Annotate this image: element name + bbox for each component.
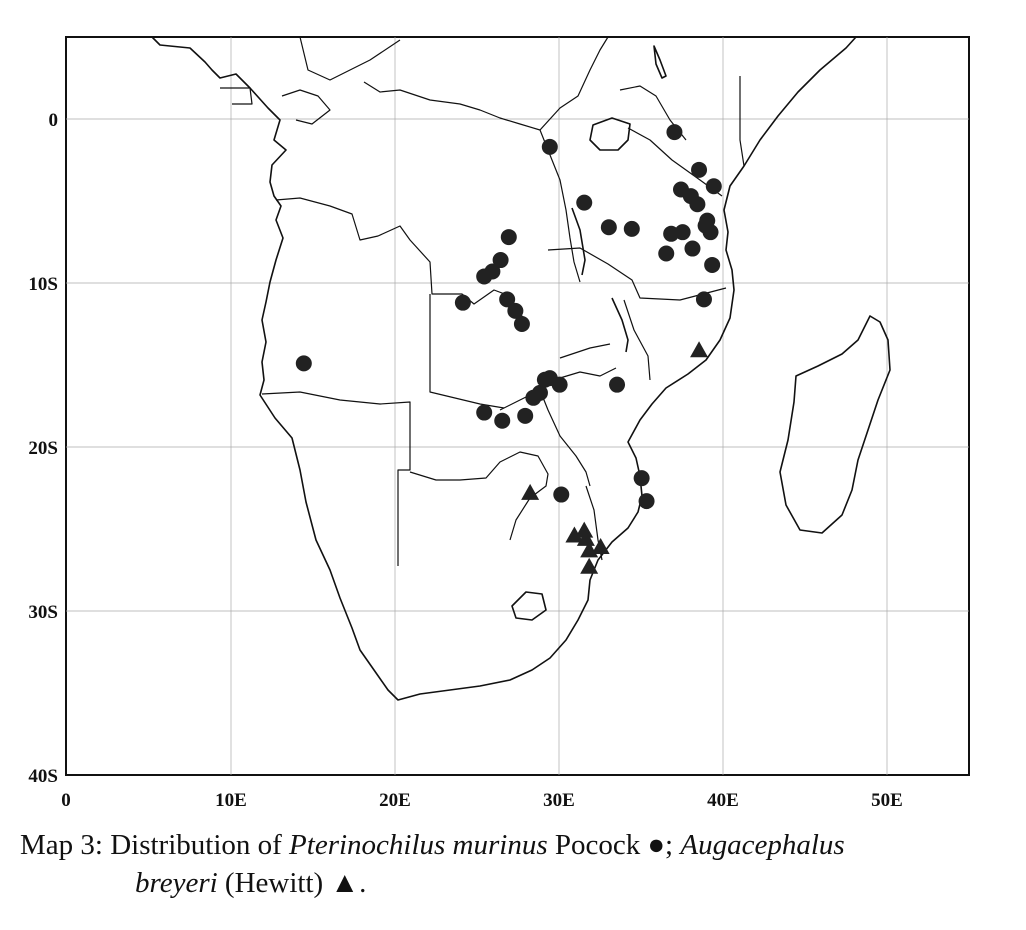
- pterinochilus-record-marker: [699, 212, 716, 229]
- pterinochilus-record-marker: [638, 493, 655, 510]
- pterinochilus-record-marker: [541, 138, 558, 155]
- augacephalus-record-marker: [690, 341, 709, 358]
- distribution-map: 0 10E 20E 30E 40E 50E 0 10S 20S 30S 40S: [28, 36, 970, 811]
- pterinochilus-record-marker: [551, 376, 568, 393]
- x-tick-labels: 0 10E 20E 30E 40E 50E: [61, 790, 903, 811]
- y-tick-labels: 0 10S 20S 30S 40S: [28, 110, 58, 787]
- y-tick-label: 30S: [28, 602, 58, 623]
- y-tick-label: 40S: [28, 766, 58, 787]
- y-tick-label: 20S: [28, 438, 58, 459]
- x-tick-label: 50E: [871, 790, 903, 811]
- madagascar: [779, 315, 891, 534]
- caption-end: .: [359, 867, 367, 899]
- circle-symbol: ●: [647, 829, 666, 861]
- species-1-author: Pocock: [547, 829, 648, 861]
- pterinochilus-record-marker: [600, 219, 617, 236]
- pterinochilus-record-marker: [492, 252, 509, 269]
- y-tick-label: 0: [49, 110, 59, 131]
- pterinochilus-record-marker: [689, 196, 706, 213]
- x-tick-label: 30E: [543, 790, 575, 811]
- graticule: [66, 37, 969, 775]
- augacephalus-record-marker: [591, 538, 610, 555]
- pterinochilus-record-marker: [684, 240, 701, 257]
- pterinochilus-record-marker: [658, 245, 675, 262]
- pterinochilus-record-marker: [513, 316, 530, 332]
- augacephalus-record-marker: [565, 526, 584, 543]
- species-2-epithet: breyeri: [135, 867, 218, 899]
- pterinochilus-record-marker: [609, 376, 626, 393]
- pterinochilus-record-marker: [695, 291, 712, 308]
- lake-victoria: [589, 117, 631, 151]
- pterinochilus-record-marker: [500, 229, 517, 246]
- pterinochilus-record-marker: [531, 384, 548, 401]
- pterinochilus-record-marker: [507, 302, 524, 319]
- x-tick-label: 10E: [215, 790, 247, 811]
- lake-tanganyika: [571, 207, 586, 276]
- pterinochilus-record-marker: [666, 124, 683, 141]
- caption-separator: ;: [665, 829, 681, 861]
- africa-coastline: [151, 36, 857, 701]
- triangle-symbol: ▲: [330, 867, 360, 899]
- pterinochilus-record-marker: [494, 412, 511, 429]
- x-tick-label: 20E: [379, 790, 411, 811]
- lake-malawi: [611, 297, 629, 353]
- record-markers: [295, 124, 722, 574]
- x-tick-label: 0: [61, 790, 71, 811]
- augacephalus-record-marker: [521, 483, 540, 500]
- augacephalus-record-marker: [575, 521, 594, 538]
- pterinochilus-record-marker: [536, 371, 553, 388]
- pterinochilus-record-marker: [517, 407, 534, 424]
- pterinochilus-record-marker: [484, 263, 501, 280]
- pterinochilus-record-marker: [295, 355, 312, 372]
- land-outlines: [151, 36, 891, 701]
- pterinochilus-record-marker: [454, 294, 471, 311]
- species-2-author: (Hewitt): [217, 867, 331, 899]
- pterinochilus-record-marker: [623, 220, 640, 237]
- pterinochilus-record-marker: [704, 256, 721, 273]
- caption-prefix: Map 3: Distribution of: [20, 829, 290, 861]
- x-tick-label: 40E: [707, 790, 739, 811]
- country-borders: [220, 36, 745, 566]
- augacephalus-record-marker: [576, 529, 595, 546]
- caption-line-2: breyeri (Hewitt) ▲.: [20, 864, 1010, 902]
- lake-turkana: [653, 45, 667, 79]
- pterinochilus-record-marker: [674, 224, 691, 241]
- pterinochilus-record-marker: [576, 194, 593, 211]
- species-2-genus: Augacephalus: [680, 829, 845, 861]
- augacephalus-record-marker: [580, 557, 599, 574]
- map-frame: [65, 36, 970, 776]
- pterinochilus-record-marker: [499, 291, 516, 308]
- pterinochilus-record-marker: [691, 161, 708, 178]
- pterinochilus-record-marker: [705, 178, 722, 195]
- lesotho: [511, 591, 547, 621]
- pterinochilus-record-marker: [553, 486, 570, 503]
- map-caption: Map 3: Distribution of Pterinochilus mur…: [20, 826, 1010, 902]
- pterinochilus-record-marker: [476, 404, 493, 421]
- pterinochilus-record-marker: [633, 470, 650, 487]
- y-tick-label: 10S: [28, 274, 58, 295]
- species-1-name: Pterinochilus murinus: [289, 829, 548, 861]
